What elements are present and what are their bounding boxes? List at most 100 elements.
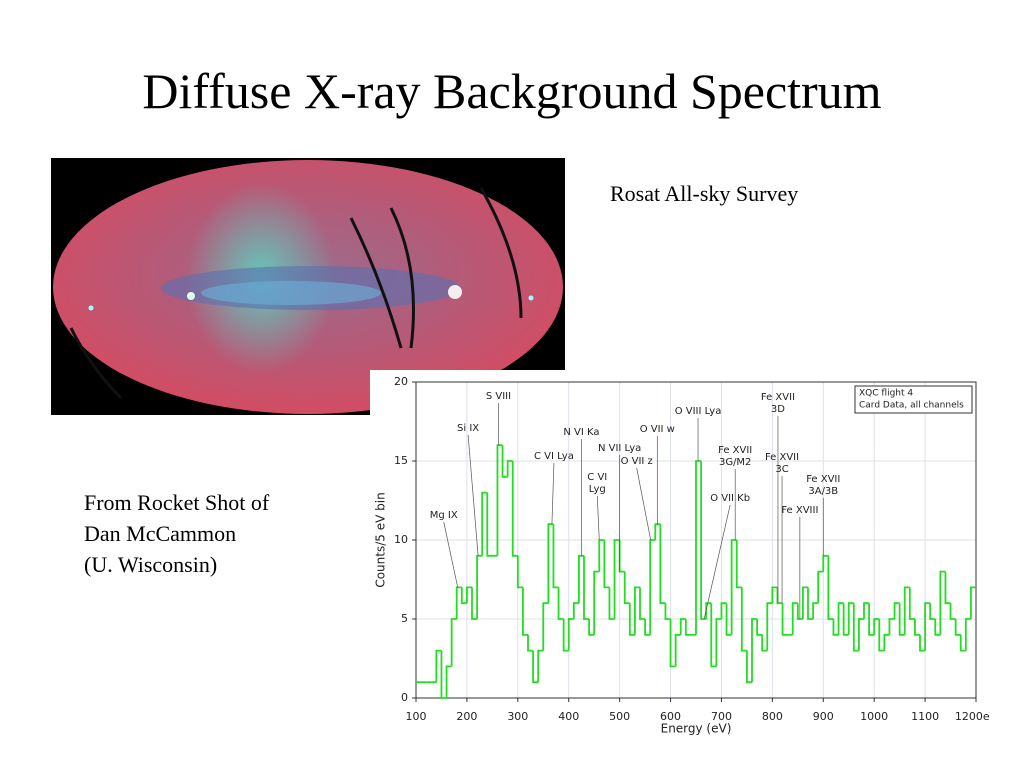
histogram-bin	[959, 634, 966, 652]
x-tick-label: 700	[711, 710, 732, 723]
y-tick-label: 15	[394, 454, 408, 467]
line-label: 3A/3B	[808, 486, 838, 497]
histogram-bin	[628, 603, 635, 636]
x-tick-label: 1000	[860, 710, 888, 723]
histogram-bin	[669, 619, 676, 668]
histogram-bin	[842, 603, 849, 636]
histogram-bin	[827, 555, 834, 620]
leader-line	[443, 521, 459, 588]
histogram-bin	[705, 602, 712, 619]
histogram-bin	[756, 619, 763, 636]
x-axis-title: Energy (eV)	[661, 722, 732, 736]
histogram-bin	[695, 460, 702, 635]
credit: From Rocket Shot of Dan McCammon (U. Wis…	[84, 487, 269, 580]
histogram-bin	[552, 524, 559, 589]
histogram-bin	[649, 539, 656, 635]
histogram-bin	[679, 618, 686, 635]
line-label: Lyg	[589, 484, 606, 495]
histogram-bin	[674, 633, 681, 667]
histogram-bin	[435, 649, 442, 683]
histogram-bin	[527, 634, 534, 652]
histogram-bin	[878, 619, 885, 652]
histogram-bin	[725, 603, 732, 636]
histogram-bin	[720, 602, 727, 619]
y-axis-title: Counts/5 eV bin	[374, 492, 388, 587]
histogram-bin	[460, 587, 467, 605]
histogram-bin	[537, 649, 544, 683]
histogram-bin	[929, 603, 936, 620]
leader-line	[636, 467, 652, 541]
histogram-bin	[516, 555, 523, 589]
histogram-bin	[496, 444, 503, 556]
histogram-bin	[532, 650, 539, 684]
histogram-bin	[445, 665, 452, 698]
histogram-bin	[562, 619, 569, 652]
line-label: Mg IX	[430, 510, 458, 521]
line-label: Fe XVII	[761, 392, 795, 403]
histogram-bin	[634, 586, 640, 635]
histogram-bin	[608, 587, 615, 620]
histogram-bin	[557, 587, 564, 620]
histogram-bin	[761, 634, 768, 652]
line-label: S VIII	[486, 391, 511, 402]
line-label: N VII Lya	[598, 443, 641, 454]
x-tick-label: 500	[609, 710, 630, 723]
histogram-bin	[939, 570, 946, 635]
line-label: 3D	[771, 404, 785, 415]
histogram-bin	[572, 602, 579, 619]
histogram-bin	[852, 603, 859, 652]
histogram-bin	[547, 523, 554, 604]
x-tick-label: 600	[660, 710, 681, 723]
histogram-bin	[735, 540, 742, 589]
histogram-bin	[934, 619, 941, 636]
line-label: Si IX	[457, 423, 479, 434]
line-label: C VI Lya	[534, 451, 574, 462]
slide-title: Diffuse X-ray Background Spectrum	[142, 63, 882, 119]
histogram-bin	[893, 602, 900, 619]
histogram-bin	[883, 633, 890, 651]
histogram-bin	[450, 618, 457, 667]
histogram-bin	[832, 619, 839, 636]
histogram-bin	[919, 634, 926, 652]
histogram-bin	[807, 587, 814, 620]
legend-box	[854, 385, 973, 414]
histogram-bin	[588, 619, 595, 636]
histogram-bin	[598, 539, 605, 572]
histogram-bin	[654, 523, 661, 540]
line-label: O VII z	[621, 456, 653, 467]
histogram-bin	[796, 603, 803, 620]
x-tick-label: 200	[456, 710, 477, 723]
line-label: O VII w	[640, 424, 675, 435]
histogram-bin	[506, 460, 513, 477]
y-tick-label: 10	[394, 533, 408, 546]
line-label: N VI Ka	[563, 427, 599, 438]
histogram-bin	[659, 524, 666, 605]
legend-text: Card Data, all channels	[859, 401, 964, 411]
histogram-bin	[766, 602, 773, 651]
histogram-bin	[776, 587, 783, 605]
credit-line: (U. Wisconsin)	[84, 552, 218, 577]
histogram-bin	[863, 602, 870, 619]
leader-line	[703, 504, 731, 620]
histogram-bin	[751, 618, 758, 683]
sky-map-image	[51, 158, 565, 415]
plot-frame	[415, 381, 977, 699]
histogram-bin	[455, 586, 462, 619]
line-label: Fe XVII	[718, 445, 752, 456]
histogram-bin	[664, 603, 671, 620]
histogram-bin	[898, 603, 905, 636]
y-tick-label: 5	[401, 612, 408, 625]
line-label: C VI	[587, 472, 607, 483]
credit-line: From Rocket Shot of	[84, 490, 270, 515]
histogram-bin	[644, 619, 651, 636]
histogram-bin	[746, 650, 752, 684]
histogram-bin	[873, 618, 880, 635]
x-tick-label: 800	[762, 710, 783, 723]
histogram-bin	[567, 618, 574, 651]
histogram-bin	[476, 554, 483, 619]
x-tick-label: 400	[558, 710, 579, 723]
histogram-bin	[888, 618, 895, 635]
histogram-bin	[847, 602, 854, 635]
histogram-bin	[603, 540, 610, 589]
